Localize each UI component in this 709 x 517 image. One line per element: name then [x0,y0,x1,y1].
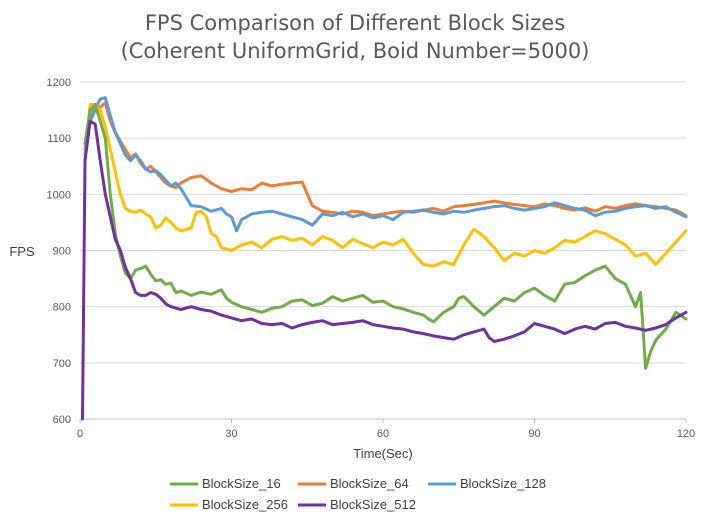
series-line-blocksize-16 [83,103,688,370]
series-line-blocksize-64 [83,101,688,218]
y-axis-ticks: 600 700 800 900 1000 1100 1200 [47,77,71,426]
y-axis-label: FPS [9,244,35,259]
legend: BlockSize_16 BlockSize_64 BlockSize_128 Blo… [170,476,546,512]
x-axis-ticks: 0 30 60 90 120 [77,419,695,440]
legend-label: BlockSize_64 [330,476,409,491]
legend-label: BlockSize_128 [460,476,546,491]
y-tick-label: 1200 [47,77,71,89]
x-tick-label: 60 [377,428,389,440]
y-tick-label: 700 [53,358,71,370]
y-tick-label: 600 [53,414,71,426]
x-axis-label: Time(Sec) [353,446,412,461]
chart-title-line1: FPS Comparison of Different Block Sizes [145,11,565,35]
y-tick-label: 800 [53,302,71,314]
legend-label: BlockSize_16 [202,476,281,491]
y-tick-label: 900 [53,246,71,258]
x-tick-label: 30 [225,428,237,440]
gridlines [80,81,686,364]
x-tick-label: 120 [677,428,695,440]
y-tick-label: 1000 [47,189,71,201]
series-lines [81,96,688,421]
series-line-blocksize-512 [81,119,688,421]
series-line-blocksize-256 [83,103,688,268]
y-tick-label: 1100 [47,133,71,145]
legend-label: BlockSize_256 [202,497,288,512]
chart-title-line2: (Coherent UniformGrid, Boid Number=5000) [121,39,590,63]
legend-label: BlockSize_512 [330,497,416,512]
x-tick-label: 90 [528,428,540,440]
series-line-blocksize-128 [83,96,688,233]
x-tick-label: 0 [77,428,83,440]
